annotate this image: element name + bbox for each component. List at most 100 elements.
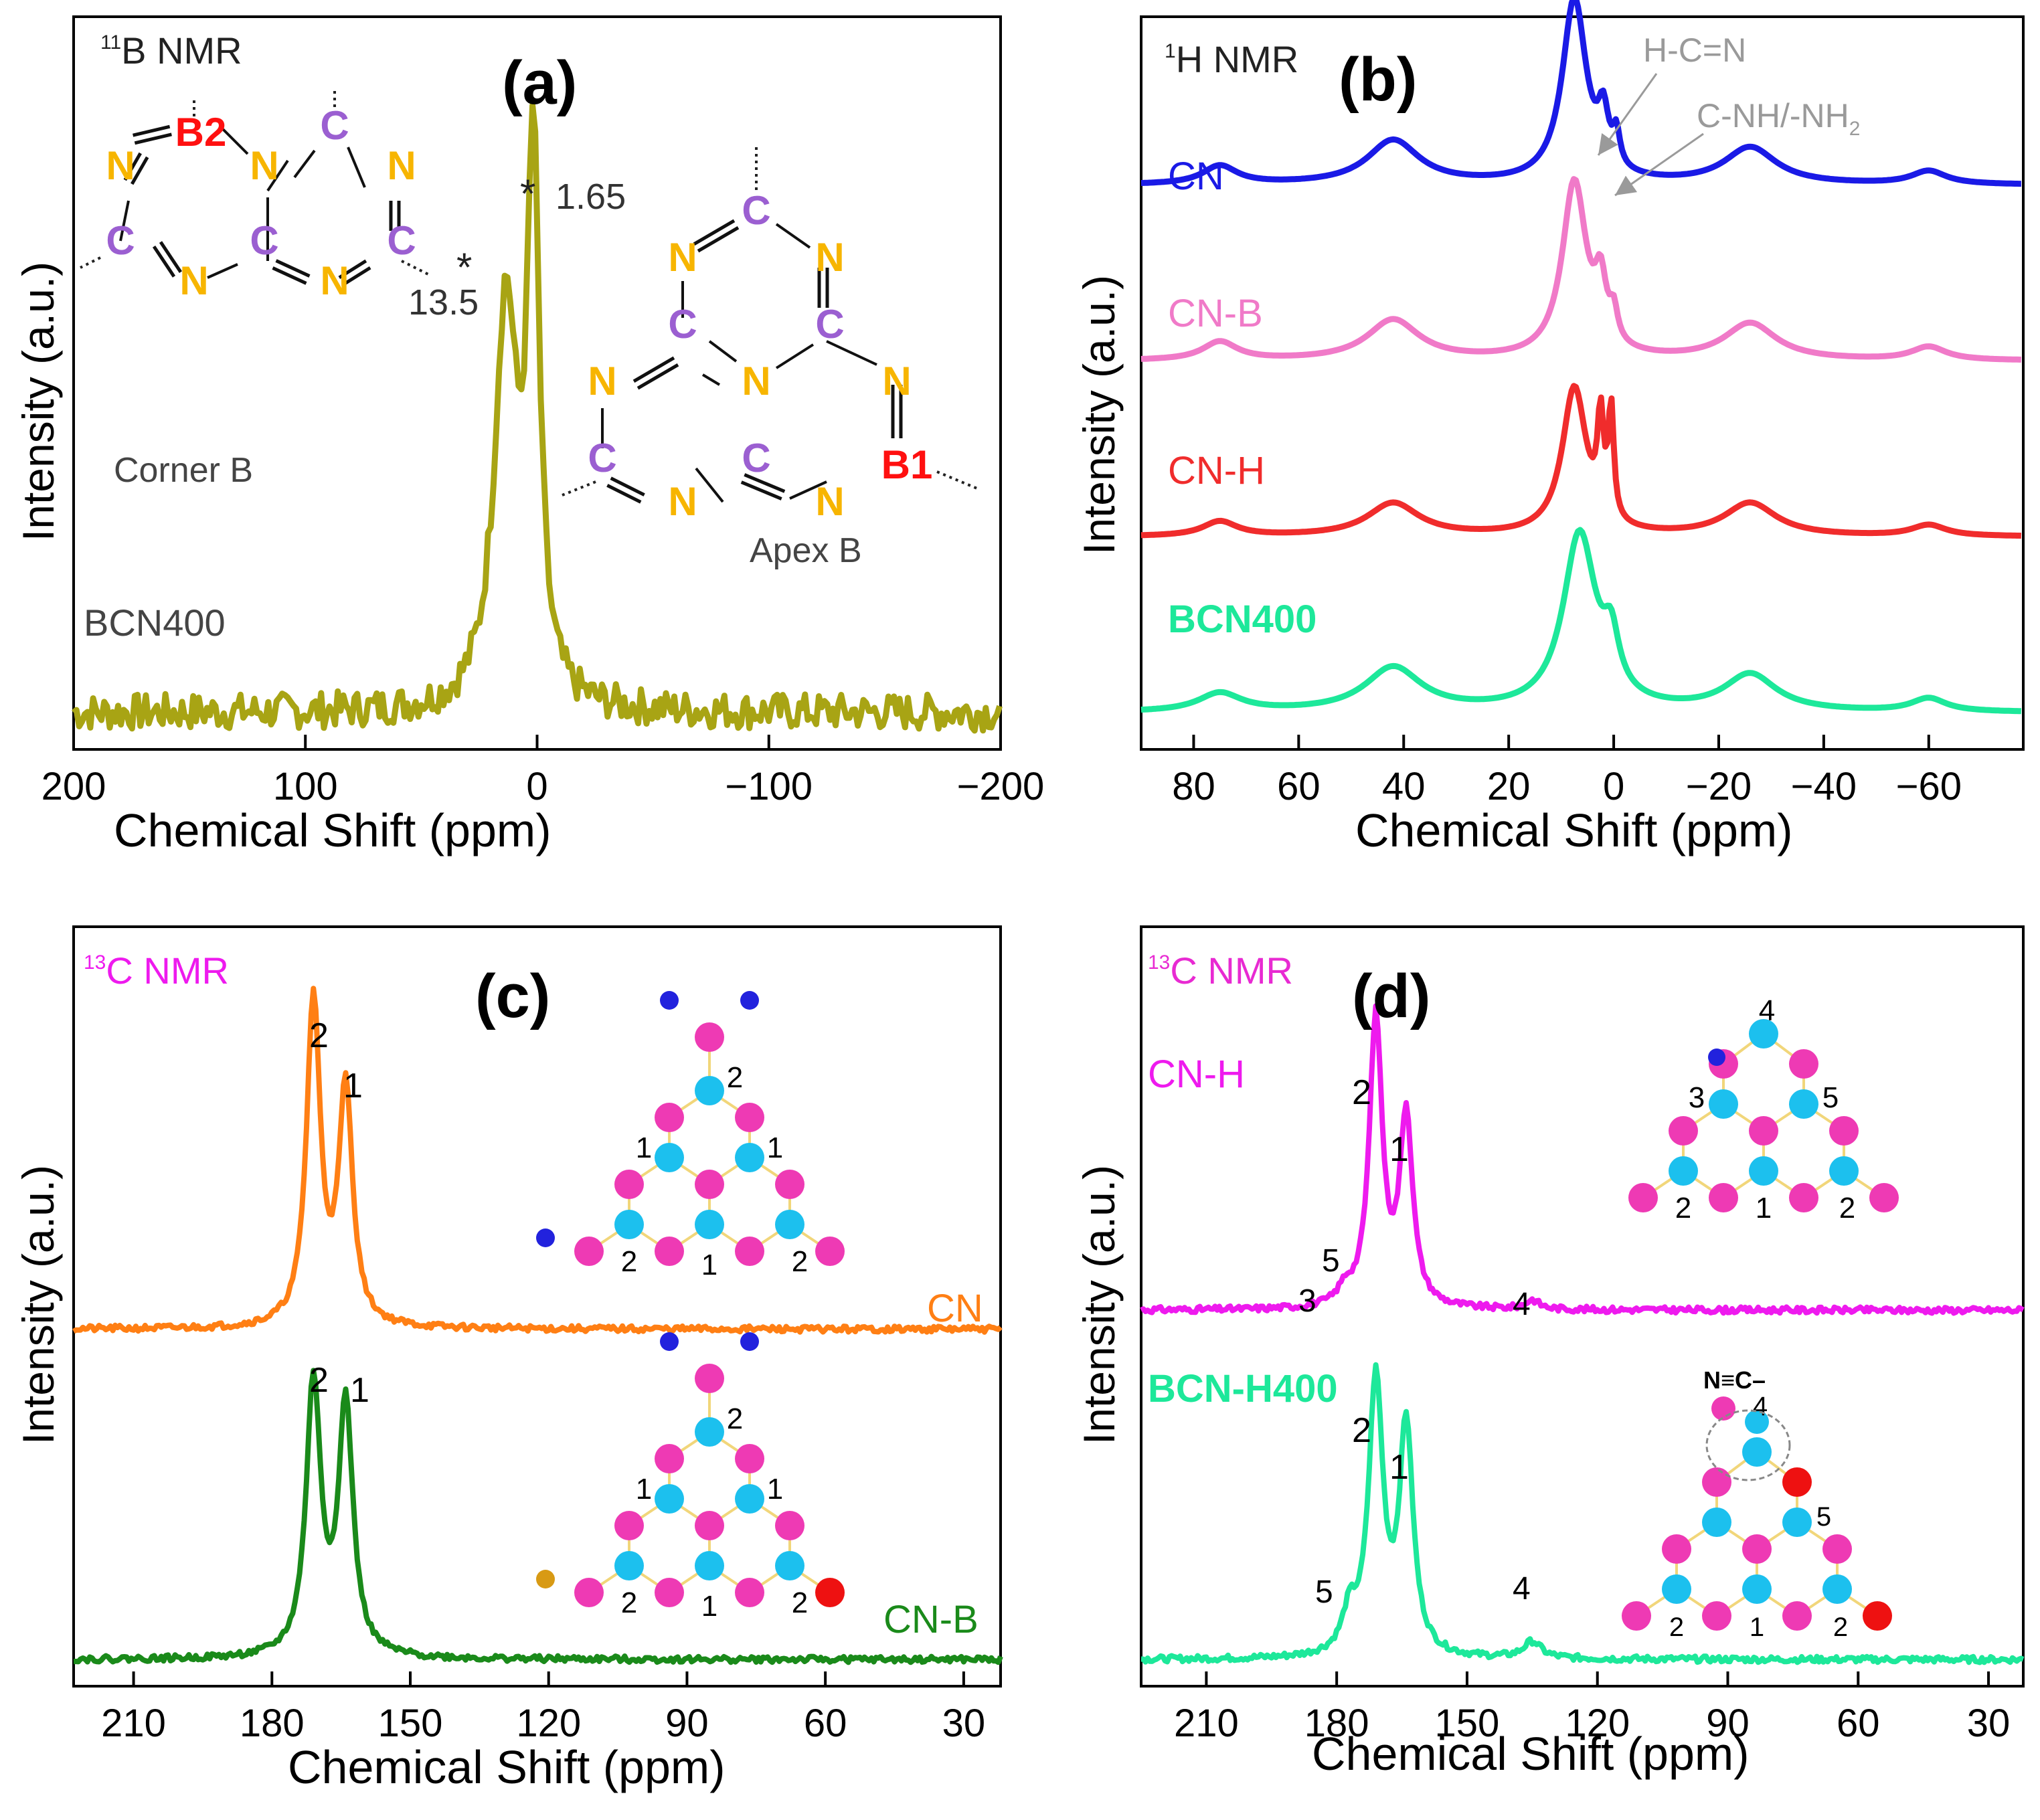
- corner-bond-10: [134, 132, 172, 145]
- net-c2-node-5: [735, 1484, 764, 1514]
- x-tick-label-b-3: 20: [1487, 765, 1531, 808]
- net-d1-node-5: [1669, 1116, 1698, 1146]
- net-c2-node-1: [695, 1417, 724, 1447]
- net-d1-terminal-0: [1708, 1049, 1725, 1066]
- x-tick-label-b-6: −40: [1791, 765, 1857, 808]
- panel-c-title-sup: 13: [84, 951, 106, 974]
- panel-a-ylabel: Intensity (a.u.): [13, 262, 63, 541]
- corner-bond-2: [152, 245, 176, 278]
- net-d2-node-14: [1863, 1601, 1892, 1631]
- peak-star-13-5: *: [456, 245, 472, 290]
- apex-bond-1: [775, 223, 811, 249]
- apex-bond-10-b: [740, 480, 782, 500]
- net-d2-nitrile-c: [1711, 1396, 1735, 1421]
- series-label-bcn-h400: BCN-H400: [1148, 1367, 1338, 1410]
- panel-d-x-axis: 210 180 150 120 90 60 30: [1174, 1671, 2010, 1745]
- net-c2-site-right: 1: [767, 1473, 783, 1506]
- panel-b-x-axis: 80 60 40 20 0 −20 −40 −60: [1172, 735, 1962, 808]
- corner-atom-0: N: [106, 143, 135, 188]
- net-d1-site-bc: 1: [1756, 1192, 1772, 1224]
- net-c1-terminal-0: [660, 991, 679, 1010]
- apex-atom-5: N: [742, 359, 770, 403]
- corner-bond-6: [347, 147, 366, 188]
- net-d2-node-11: [1622, 1601, 1651, 1631]
- panel-d-nmr-title: 13C NMR: [1148, 949, 1293, 992]
- peak-annotation-1-65: 1.65: [556, 177, 626, 217]
- apex-bond-4: [708, 340, 738, 363]
- apex-bond-3: [775, 343, 815, 369]
- net-d2-node-12: [1702, 1601, 1731, 1631]
- panel-b-series-cn-h: [1140, 383, 2023, 539]
- apex-bond-9: [695, 467, 724, 503]
- x-tick-label-c-3: 120: [516, 1702, 581, 1745]
- net-c2-node-0: [695, 1364, 724, 1393]
- apex-bond-8-b: [610, 476, 645, 496]
- panel-c-ylabel: Intensity (a.u.): [13, 1165, 63, 1445]
- corner-atom-1: B2: [175, 110, 227, 155]
- corner-atom-7: C: [387, 218, 416, 263]
- x-tick-label-d-1: 180: [1304, 1702, 1369, 1745]
- corner-bond-12: [272, 266, 307, 285]
- apex-atom-8: C: [588, 436, 616, 480]
- x-tick-label-c-0: 210: [101, 1702, 166, 1745]
- apex-bond-12: [826, 340, 877, 366]
- x-tick-label-d-3: 120: [1565, 1702, 1630, 1745]
- panel-b-series: [1140, 0, 2023, 715]
- net-d1-node-7: [1829, 1116, 1859, 1146]
- net-c2-site-left: 1: [636, 1473, 652, 1506]
- net-c2-node-9: [614, 1551, 644, 1580]
- net-c2-node-8: [775, 1511, 804, 1540]
- net-d2-site-4: 4: [1753, 1392, 1768, 1421]
- net-c1-node-11: [775, 1210, 804, 1239]
- panel-b-xlabel: Chemical Shift (ppm): [1355, 804, 1793, 856]
- x-tick-label-b-2: 40: [1382, 765, 1426, 808]
- panel-a-xlabel: Chemical Shift (ppm): [114, 804, 551, 856]
- corner-bond-8: [338, 259, 367, 280]
- net-d1-site-br: 2: [1839, 1192, 1855, 1224]
- arrow-c-nh: [1614, 132, 1704, 197]
- net-d1-node-8: [1669, 1156, 1698, 1186]
- apex-atom-4: C: [815, 302, 844, 347]
- corner-bond-2-b: [159, 241, 183, 274]
- panel-b-series-bcn400: [1140, 527, 2023, 715]
- panel-b-series-cn: [1140, 0, 2023, 187]
- net-d1-site-bl: 2: [1675, 1192, 1691, 1224]
- net-c2-terminal-0: [660, 1332, 679, 1351]
- net-d1-node-9: [1749, 1156, 1778, 1186]
- net-d1-node-12: [1709, 1183, 1738, 1212]
- apex-b-molecule: CN NC CN NNC CN NB1: [562, 147, 978, 524]
- net-c2-site-bc: 1: [701, 1590, 717, 1623]
- apex-atom-0: C: [742, 188, 770, 233]
- net-d1-node-14: [1869, 1183, 1899, 1212]
- panel-c: 210 180 150 120 90 60 30 (c) 13C NMR CN CN-B 2…: [13, 925, 1003, 1793]
- net-d2-site-bl: 2: [1669, 1613, 1684, 1642]
- peak-label-d-bottom-1: 1: [1389, 1448, 1409, 1487]
- x-tick-label-c-4: 90: [665, 1702, 709, 1745]
- net-d1-node-0: [1749, 1019, 1778, 1049]
- panel-d-series-bcn-h400: [1140, 1362, 2025, 1665]
- net-c2-site-bl: 2: [621, 1586, 637, 1619]
- peak-label-d-top-3: 3: [1298, 1283, 1316, 1319]
- panel-a-nmr-title: 11B NMR: [100, 29, 242, 72]
- net-d2-node-3: [1702, 1508, 1731, 1537]
- apex-bond-6-b: [636, 363, 679, 390]
- net-d1-site-4: 4: [1759, 994, 1775, 1027]
- cn-network-diagram: 2 1 1 2 1 2: [536, 991, 845, 1281]
- net-d1-node-6: [1749, 1116, 1778, 1146]
- corner-bond-10-b: [133, 124, 171, 137]
- net-c1-terminal-2: [536, 1228, 555, 1247]
- panel-c-label: (c): [475, 962, 550, 1030]
- series-label-cn-h: CN-H: [1168, 449, 1265, 492]
- net-c1-node-4: [655, 1143, 684, 1172]
- panel-c-x-axis: 210 180 150 120 90 60 30: [101, 1671, 985, 1745]
- net-d1-node-10: [1829, 1156, 1859, 1186]
- corner-bond-3: [207, 263, 238, 279]
- corner-atom-2: N: [250, 143, 278, 188]
- cn-h-network-diagram: 4 3 5 2 1 2: [1628, 994, 1899, 1224]
- panel-b-title-rest: H NMR: [1176, 38, 1299, 80]
- net-c2-terminal-1: [740, 1332, 759, 1351]
- x-tick-label-c-6: 30: [942, 1702, 986, 1745]
- net-d2-node-2: [1782, 1467, 1812, 1497]
- net-c2-node-7: [695, 1511, 724, 1540]
